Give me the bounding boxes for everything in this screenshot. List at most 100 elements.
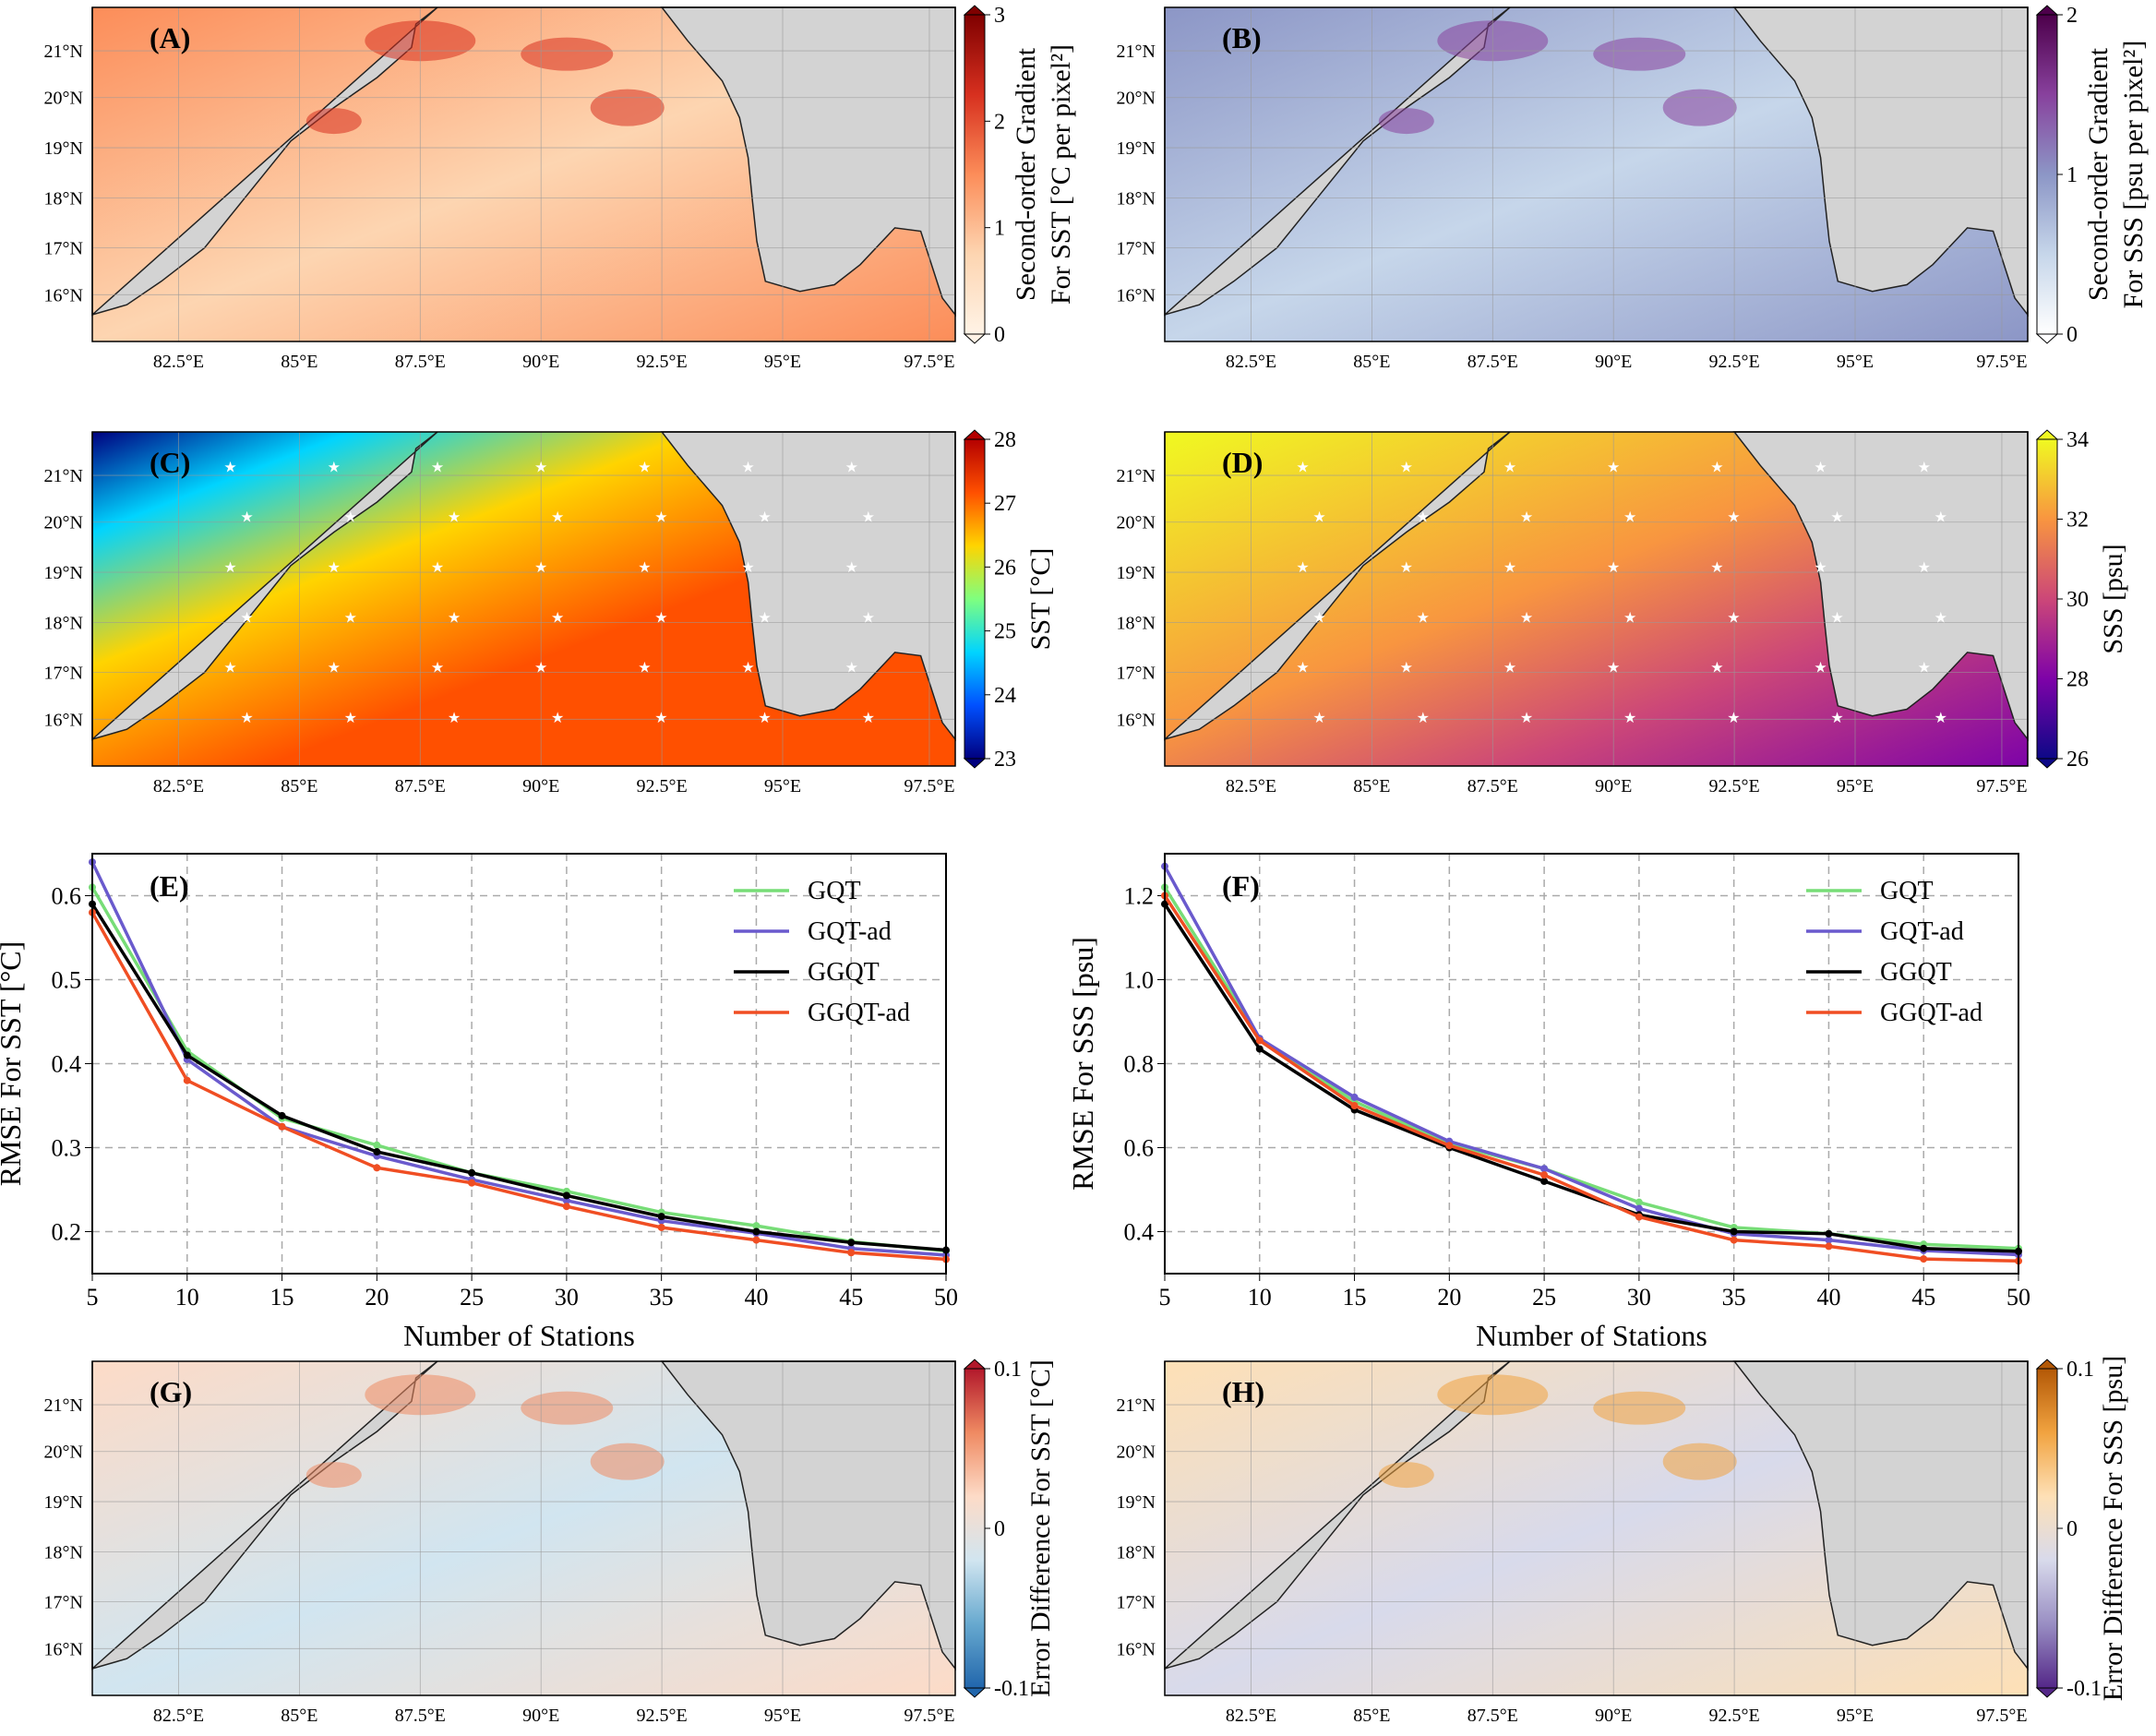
station-star: ★	[1520, 610, 1533, 626]
lat-tick-label: 16°N	[44, 710, 83, 730]
lon-tick-label: 87.5°E	[395, 352, 446, 372]
data-point	[1350, 1102, 1359, 1109]
colorbar-tick-label: 32	[2066, 509, 2089, 533]
station-star: ★	[1417, 610, 1430, 626]
data-point	[278, 1122, 286, 1131]
land-east	[1732, 1360, 2029, 1671]
colorbar-extend-bottom	[2035, 758, 2059, 769]
field-feature	[1378, 108, 1434, 135]
lon-tick-label: 90°E	[1595, 776, 1632, 796]
colorbar-extend-bottom	[963, 758, 987, 769]
station-star: ★	[1503, 661, 1516, 676]
y-tick-label: 0.2	[52, 1219, 82, 1246]
land-east	[1732, 6, 2029, 317]
lat-tick-label: 16°N	[1117, 1639, 1156, 1659]
colorbar-tick-label: 25	[994, 620, 1016, 644]
station-star: ★	[1417, 711, 1430, 726]
lon-tick-label: 82.5°E	[153, 776, 204, 796]
field-feature	[305, 1462, 362, 1489]
x-tick-label: 35	[1722, 1284, 1746, 1311]
data-point	[1920, 1244, 1928, 1252]
data-point	[1540, 1171, 1549, 1179]
y-axis-label: RMSE For SST [°C]	[0, 941, 27, 1187]
station-star: ★	[223, 560, 236, 576]
lon-tick-label: 85°E	[1353, 1706, 1390, 1726]
lon-tick-label: 97.5°E	[904, 776, 954, 796]
station-star: ★	[1607, 460, 1620, 475]
x-tick-label: 40	[1816, 1284, 1840, 1311]
colorbar-tick-label: 24	[994, 684, 1016, 708]
lon-tick-label: 87.5°E	[1467, 352, 1518, 372]
field-feature	[590, 89, 665, 126]
colorbar-tick-label: 0.1	[2066, 1358, 2094, 1382]
map-panels: 82.5°E 85°E 87.5°E 90°E 92.5°E 95°E 97.5°E 16°N…	[44, 4, 2149, 1726]
x-axis-label: Number of Stations	[1476, 1319, 1707, 1352]
station-star: ★	[1623, 610, 1636, 626]
station-star: ★	[534, 661, 547, 676]
x-axis-label: Number of Stations	[403, 1319, 635, 1352]
station-star: ★	[758, 510, 771, 526]
station-star: ★	[1607, 560, 1620, 576]
field-feature	[1593, 37, 1686, 71]
map-panel-d: ★ ★ ★ ★ ★ ★ ★ ★ ★ ★ ★ ★ ★ ★ ★ ★ ★ ★ ★ ★ ★ ★ ★ ★ ★ ★ ★ ★ ★ ★ ★ ★ ★ ★ ★ ★ ★ ★ ★ ★…	[1117, 428, 2128, 796]
x-tick-label: 25	[460, 1284, 484, 1311]
lat-tick-label: 21°N	[44, 1395, 83, 1416]
lat-tick-label: 18°N	[44, 613, 83, 633]
colorbar	[2036, 14, 2058, 335]
land-east	[660, 431, 956, 742]
colorbar-tick-label: 28	[994, 428, 1016, 452]
station-star: ★	[534, 560, 547, 576]
colorbar-title-line: Error Difference For SSS [psu]	[2098, 1356, 2128, 1701]
station-star: ★	[654, 610, 667, 626]
station-star: ★	[1934, 711, 1947, 726]
station-star: ★	[862, 510, 875, 526]
lon-tick-label: 92.5°E	[1708, 1706, 1759, 1726]
y-tick-label: 0.5	[52, 967, 82, 994]
data-point	[1825, 1242, 1833, 1251]
x-tick-label: 10	[1248, 1284, 1272, 1311]
lon-tick-label: 92.5°E	[636, 776, 687, 796]
station-star: ★	[1312, 610, 1325, 626]
lon-tick-label: 82.5°E	[1226, 776, 1276, 796]
station-star: ★	[1623, 510, 1636, 526]
colorbar-title-line: Error Difference For SST [°C]	[1025, 1359, 1056, 1697]
plot-frame	[1164, 853, 2019, 1275]
station-star: ★	[534, 460, 547, 475]
x-tick-label: 20	[1437, 1284, 1461, 1311]
station-star: ★	[741, 661, 754, 676]
lat-tick-label: 20°N	[1117, 89, 1156, 109]
series-line-ggqt-ad	[1163, 894, 2019, 1263]
lat-tick-label: 19°N	[44, 138, 83, 159]
land-east	[1732, 431, 2029, 742]
data-point	[1920, 1255, 1928, 1263]
lon-tick-label: 87.5°E	[395, 1706, 446, 1726]
station-star: ★	[1503, 560, 1516, 576]
data-point	[1635, 1213, 1643, 1221]
data-point	[562, 1191, 570, 1200]
colorbar-tick-label: 26	[2066, 748, 2089, 772]
station-star: ★	[448, 610, 461, 626]
lon-tick-label: 90°E	[522, 776, 559, 796]
lon-tick-label: 82.5°E	[153, 352, 204, 372]
colorbar-tick-label: 2	[994, 110, 1005, 134]
map-panel-g: 82.5°E 85°E 87.5°E 90°E 92.5°E 95°E 97.5°E 16°N…	[44, 1358, 1056, 1726]
lon-tick-label: 95°E	[1837, 776, 1874, 796]
colorbar-extend-top	[2035, 1359, 2059, 1370]
lon-tick-label: 82.5°E	[153, 1706, 204, 1726]
lon-tick-label: 95°E	[1837, 1706, 1874, 1726]
data-point	[468, 1168, 476, 1177]
data-point	[468, 1179, 476, 1187]
legend-label: GGQT-ad	[808, 999, 910, 1027]
lat-tick-label: 20°N	[44, 513, 83, 533]
lat-tick-label: 18°N	[44, 188, 83, 209]
colorbar-title: Error Difference For SST [°C]	[1025, 1359, 1056, 1697]
data-point	[1350, 1093, 1359, 1101]
colorbar-tick-label: 30	[2066, 588, 2089, 612]
lat-tick-label: 21°N	[1117, 42, 1156, 62]
map-panel-a: 82.5°E 85°E 87.5°E 90°E 92.5°E 95°E 97.5°E 16°N…	[44, 4, 1076, 372]
station-star: ★	[431, 460, 444, 475]
lat-tick-label: 21°N	[44, 466, 83, 486]
lon-tick-label: 92.5°E	[1708, 776, 1759, 796]
field-feature	[521, 37, 614, 71]
station-star: ★	[1918, 661, 1931, 676]
